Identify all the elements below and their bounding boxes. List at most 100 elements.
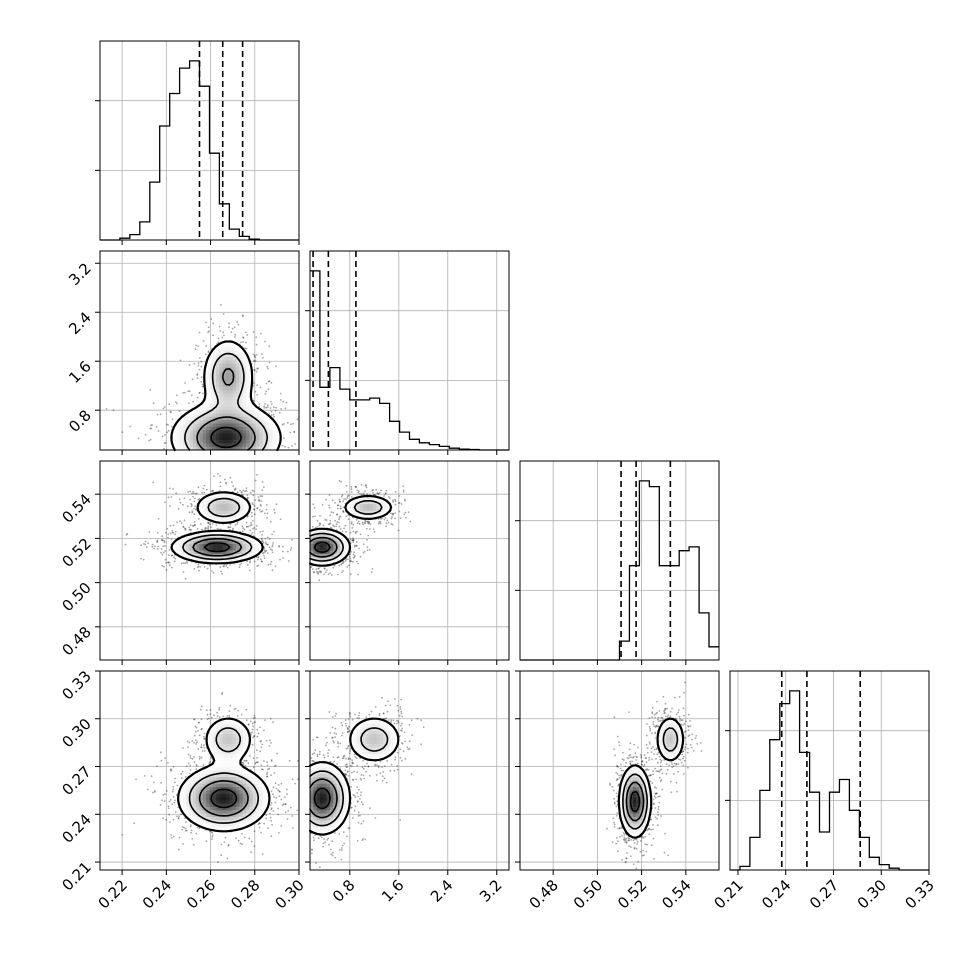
y-tick-label-2-1: 0.50 <box>58 579 94 615</box>
sample-point <box>219 481 222 484</box>
density-cell <box>255 543 260 548</box>
sample-point <box>241 525 244 528</box>
sample-point <box>193 761 196 764</box>
density-cell <box>232 403 237 408</box>
sample-point <box>312 503 315 506</box>
sample-point <box>144 433 147 436</box>
sample-point <box>253 735 256 737</box>
sample-point <box>263 557 266 560</box>
sample-point <box>328 506 331 509</box>
sample-point <box>220 303 222 306</box>
density-cell <box>182 420 187 424</box>
sample-point <box>200 376 203 379</box>
density-cell <box>265 420 270 424</box>
density-cell <box>239 400 243 404</box>
sample-point <box>296 809 299 812</box>
sample-point <box>207 331 209 334</box>
density-cell <box>216 410 220 414</box>
density-cell <box>269 426 273 431</box>
density-cell <box>189 416 194 421</box>
sample-point <box>272 721 274 724</box>
sample-point <box>200 744 203 746</box>
density-cell <box>189 540 194 545</box>
density-cell <box>182 423 187 428</box>
sample-point <box>268 812 271 815</box>
density-cell <box>255 433 260 438</box>
sample-point <box>194 348 197 351</box>
sample-point <box>359 533 362 536</box>
sample-point <box>178 498 181 501</box>
sample-point <box>284 796 286 798</box>
density-cell <box>219 517 224 521</box>
density-cell <box>179 440 184 444</box>
y-tick-label-3-4: 0.33 <box>58 667 94 703</box>
sample-point <box>249 732 252 734</box>
sample-point <box>169 505 171 507</box>
sample-point <box>164 550 167 552</box>
sample-point <box>239 563 241 566</box>
sample-point <box>265 739 268 742</box>
density-cell <box>222 357 227 361</box>
sample-point <box>250 522 253 524</box>
density-cell <box>229 373 233 378</box>
density-cell <box>196 420 200 424</box>
sample-point <box>266 771 269 774</box>
sample-point <box>171 418 174 421</box>
sample-point <box>152 402 155 404</box>
sample-point <box>252 331 255 333</box>
density-cell <box>192 430 197 434</box>
density-cell <box>275 433 280 438</box>
density-cell <box>192 433 197 438</box>
density-cell <box>212 543 217 548</box>
density-cell <box>255 440 260 444</box>
sample-point <box>226 566 229 569</box>
density-cell <box>229 500 233 505</box>
density-cell <box>259 433 263 438</box>
density-cell <box>265 426 270 431</box>
density-cell <box>176 433 180 438</box>
density-cell <box>186 440 190 444</box>
density-cell <box>245 380 250 384</box>
sample-point <box>205 840 208 843</box>
density-cell <box>272 436 277 441</box>
sample-point <box>283 437 285 440</box>
density-cell <box>212 353 217 358</box>
sample-point <box>273 772 276 774</box>
sample-point <box>163 442 166 444</box>
density-cell <box>229 343 233 348</box>
sample-point <box>219 566 222 568</box>
sample-point <box>129 425 132 428</box>
density-cell <box>242 436 247 441</box>
sample-point <box>265 549 268 552</box>
sample-point <box>398 510 401 513</box>
density-cell <box>229 430 233 434</box>
sample-point <box>169 532 172 535</box>
sample-point <box>269 400 272 403</box>
density-cell <box>235 433 240 438</box>
density-cell <box>232 357 237 361</box>
sample-point <box>271 545 274 548</box>
sample-point <box>359 555 362 558</box>
sample-point <box>189 824 192 826</box>
density-cell <box>242 403 247 408</box>
sample-point <box>221 572 224 575</box>
density-cell <box>319 543 324 548</box>
density-cell <box>242 416 247 421</box>
sample-point <box>253 368 256 371</box>
sample-point <box>200 523 202 525</box>
sample-point <box>350 538 352 541</box>
density-cell <box>219 403 224 408</box>
density-cell <box>199 406 204 411</box>
density-cell <box>206 386 210 391</box>
sample-point <box>386 519 389 522</box>
sample-point <box>177 848 180 851</box>
sample-point <box>210 830 213 833</box>
sample-point <box>336 507 339 510</box>
sample-point <box>181 828 184 831</box>
x-tick-label-0-1: 0.24 <box>139 876 175 912</box>
sample-point <box>261 560 263 563</box>
density-cell <box>235 383 240 388</box>
sample-point <box>279 558 281 561</box>
density-cell <box>232 360 237 365</box>
sample-point <box>350 491 353 493</box>
